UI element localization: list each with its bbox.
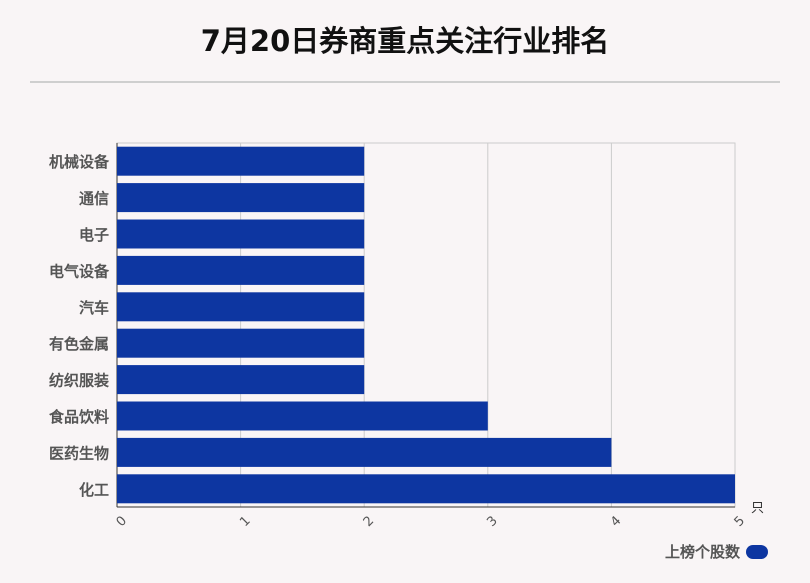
bar <box>117 474 735 504</box>
x-tick-label: 2 <box>361 513 377 529</box>
y-category-label: 汽车 <box>79 299 109 317</box>
bar <box>117 219 365 249</box>
legend-swatch <box>746 544 768 559</box>
y-category-label: 通信 <box>79 190 109 208</box>
bar <box>117 437 612 467</box>
y-category-label: 医药生物 <box>49 444 109 462</box>
x-tick-label: 4 <box>608 513 624 529</box>
bar <box>117 365 365 395</box>
legend: 上榜个股数 <box>665 541 768 562</box>
bar <box>117 183 365 213</box>
y-category-label: 电气设备 <box>49 262 110 280</box>
y-category-label: 电子 <box>79 226 109 244</box>
y-category-label: 食品饮料 <box>49 408 109 426</box>
bar <box>117 328 365 358</box>
x-tick-label: 3 <box>484 513 500 529</box>
bar <box>117 255 365 285</box>
bar <box>117 146 365 176</box>
bar <box>117 292 365 322</box>
title-divider <box>30 81 780 83</box>
legend-label: 上榜个股数 <box>664 543 740 561</box>
y-category-label: 有色金属 <box>49 335 109 353</box>
y-category-label: 化工 <box>79 481 109 499</box>
x-tick-label: 0 <box>114 513 130 529</box>
y-category-label: 机械设备 <box>49 153 110 171</box>
bar <box>117 401 488 431</box>
x-unit-label: 只 <box>751 501 764 516</box>
x-tick-label: 5 <box>732 513 748 529</box>
y-category-label: 纺织服装 <box>49 372 110 390</box>
x-tick-label: 1 <box>237 513 253 529</box>
chart-title: 7月20日券商重点关注行业排名 <box>200 24 610 58</box>
